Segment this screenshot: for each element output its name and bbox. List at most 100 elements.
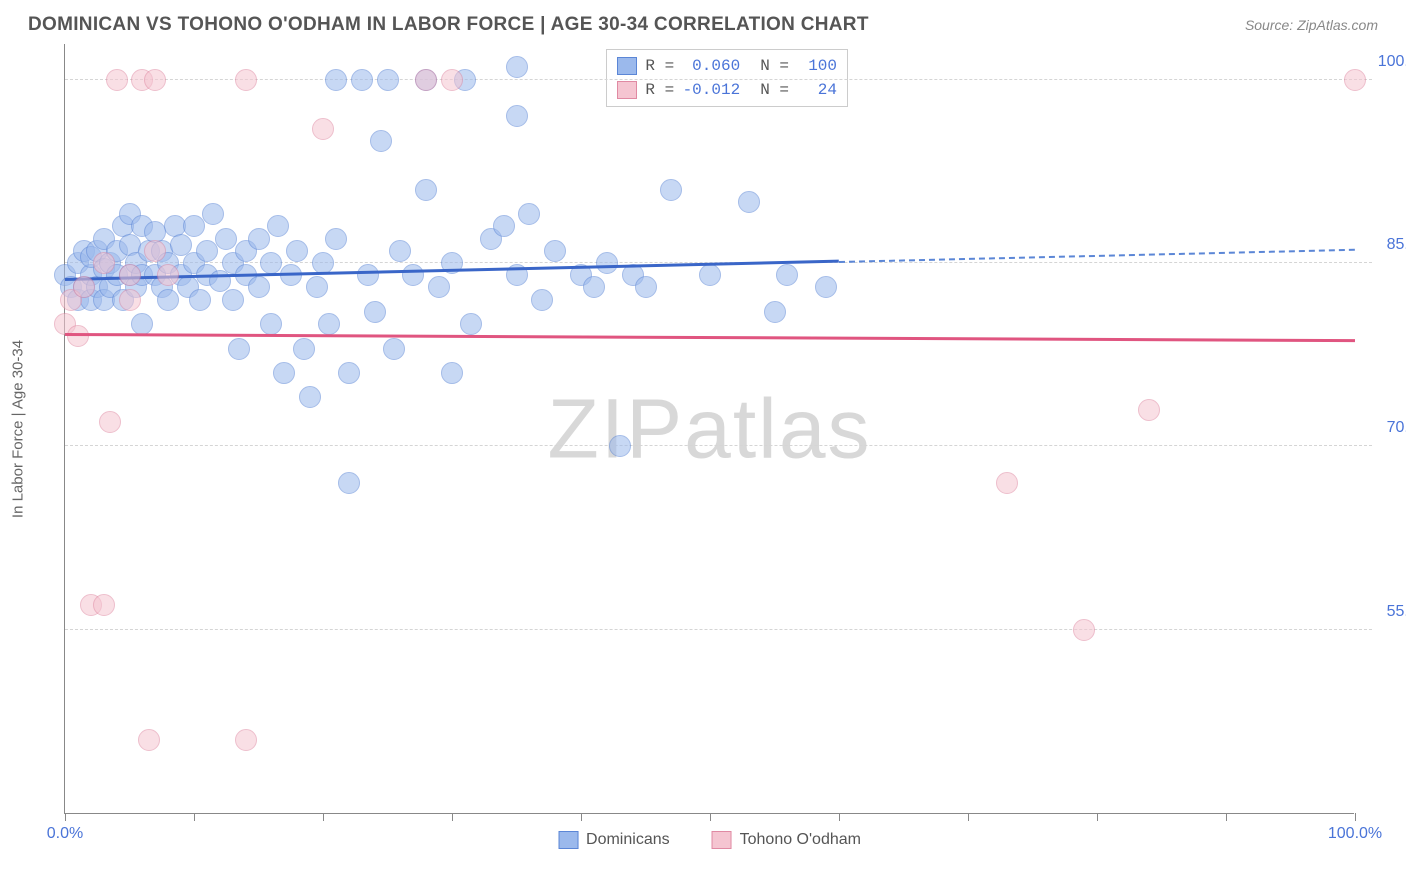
data-point — [1344, 69, 1366, 91]
y-axis-label: In Labor Force | Age 30-34 — [10, 340, 27, 518]
data-point — [377, 69, 399, 91]
data-point — [144, 240, 166, 262]
data-point — [299, 386, 321, 408]
data-point — [235, 729, 257, 751]
data-point — [267, 215, 289, 237]
trend-line-dashed — [839, 249, 1355, 263]
legend-row: R =0.060N =100 — [617, 54, 837, 78]
data-point — [293, 338, 315, 360]
header: DOMINICAN VS TOHONO O'ODHAM IN LABOR FOR… — [0, 0, 1406, 44]
n-label: N = — [760, 81, 789, 99]
data-point — [248, 276, 270, 298]
data-point — [106, 69, 128, 91]
data-point — [441, 69, 463, 91]
data-point — [506, 56, 528, 78]
data-point — [415, 69, 437, 91]
data-point — [325, 228, 347, 250]
x-tick — [1355, 813, 1356, 821]
data-point — [131, 313, 153, 335]
data-point — [196, 240, 218, 262]
data-point — [93, 252, 115, 274]
data-point — [764, 301, 786, 323]
data-point — [1138, 399, 1160, 421]
data-point — [738, 191, 760, 213]
data-point — [338, 472, 360, 494]
data-point — [1073, 619, 1095, 641]
series-legend: Dominicans Tohono O'odham — [558, 831, 861, 849]
data-point — [119, 264, 141, 286]
data-point — [144, 69, 166, 91]
data-point — [996, 472, 1018, 494]
x-tick — [839, 813, 840, 821]
x-tick — [581, 813, 582, 821]
x-tick — [1097, 813, 1098, 821]
y-tick-label: 100.0% — [1378, 53, 1406, 71]
watermark: ZIPatlas — [547, 380, 871, 477]
gridline — [65, 79, 1372, 80]
x-tick — [452, 813, 453, 821]
data-point — [222, 289, 244, 311]
data-point — [518, 203, 540, 225]
x-tick — [194, 813, 195, 821]
x-tick — [1226, 813, 1227, 821]
data-point — [776, 264, 798, 286]
data-point — [67, 325, 89, 347]
r-value: -0.012 — [682, 81, 740, 99]
data-point — [215, 228, 237, 250]
data-point — [351, 69, 373, 91]
data-point — [202, 203, 224, 225]
x-tick-label: 100.0% — [1328, 825, 1382, 843]
x-tick — [65, 813, 66, 821]
data-point — [402, 264, 424, 286]
legend-label: Dominicans — [586, 831, 670, 849]
data-point — [73, 276, 95, 298]
r-label: R = — [645, 81, 674, 99]
data-point — [544, 240, 566, 262]
legend-item: Dominicans — [558, 831, 670, 849]
r-value: 0.060 — [682, 57, 740, 75]
data-point — [506, 105, 528, 127]
x-tick-label: 0.0% — [47, 825, 83, 843]
n-label: N = — [760, 57, 789, 75]
r-label: R = — [645, 57, 674, 75]
x-tick — [323, 813, 324, 821]
legend-label: Tohono O'odham — [740, 831, 861, 849]
data-point — [609, 435, 631, 457]
data-point — [93, 594, 115, 616]
legend-swatch — [617, 57, 637, 75]
legend-swatch — [558, 831, 578, 849]
data-point — [383, 338, 405, 360]
y-tick-label: 70.0% — [1387, 419, 1406, 437]
data-point — [699, 264, 721, 286]
legend-item: Tohono O'odham — [712, 831, 861, 849]
gridline — [65, 445, 1372, 446]
data-point — [370, 130, 392, 152]
y-tick-label: 55.0% — [1387, 603, 1406, 621]
data-point — [441, 362, 463, 384]
data-point — [157, 289, 179, 311]
data-point — [273, 362, 295, 384]
data-point — [415, 179, 437, 201]
data-point — [364, 301, 386, 323]
chart-title: DOMINICAN VS TOHONO O'ODHAM IN LABOR FOR… — [28, 14, 869, 36]
y-tick-label: 85.0% — [1387, 236, 1406, 254]
data-point — [583, 276, 605, 298]
data-point — [248, 228, 270, 250]
data-point — [428, 276, 450, 298]
data-point — [99, 411, 121, 433]
data-point — [357, 264, 379, 286]
data-point — [493, 215, 515, 237]
data-point — [260, 252, 282, 274]
data-point — [235, 69, 257, 91]
x-tick — [710, 813, 711, 821]
data-point — [286, 240, 308, 262]
data-point — [318, 313, 340, 335]
x-tick — [968, 813, 969, 821]
scatter-plot: ZIPatlas R =0.060N =100R =-0.012N =24 Do… — [64, 44, 1354, 814]
data-point — [389, 240, 411, 262]
data-point — [815, 276, 837, 298]
gridline — [65, 629, 1372, 630]
data-point — [119, 289, 141, 311]
data-point — [460, 313, 482, 335]
data-point — [338, 362, 360, 384]
